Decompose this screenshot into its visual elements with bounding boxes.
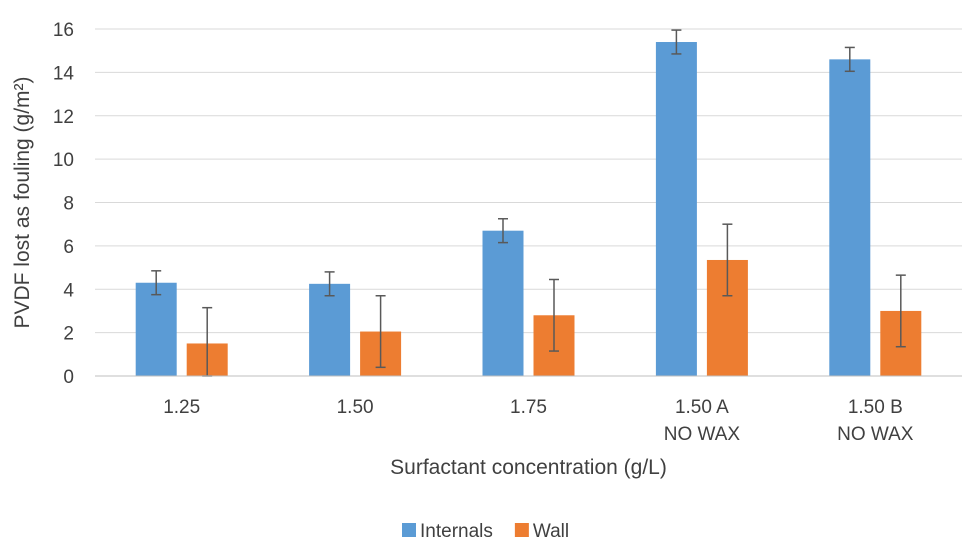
legend-item-wall: Wall (514, 521, 569, 542)
legend-swatch (402, 523, 416, 537)
y-tick-label: 14 (53, 63, 75, 84)
y-tick-label: 6 (63, 237, 74, 258)
x-tick-label: 1.75 (510, 397, 547, 418)
x-axis-title: Surfactant concentration (g/L) (390, 456, 667, 479)
error-bar-internals-4 (844, 46, 855, 73)
error-bar-internals-1 (324, 271, 335, 297)
error-bar-internals-3 (671, 29, 682, 55)
error-bar-wall-3 (722, 223, 733, 297)
error-bar-internals-0 (151, 270, 162, 296)
y-tick-label: 4 (63, 280, 74, 301)
bars (135, 42, 922, 377)
error-bar-wall-4 (895, 274, 906, 348)
y-tick-label: 12 (53, 107, 74, 128)
y-axis-ticks: 0 2 4 6 8 10 12 14 16 (53, 20, 75, 388)
legend-swatch (514, 523, 529, 537)
y-axis-title: PVDF lost as fouling (g/m²) (11, 76, 34, 328)
x-tick-label: 1.50 A (675, 397, 729, 418)
legend-label: Wall (533, 521, 569, 542)
y-tick-label: 16 (53, 20, 74, 41)
bar-internals-2 (482, 230, 524, 376)
error-bar-wall-1 (375, 295, 386, 369)
legend-item-internals: Internals (402, 521, 493, 542)
x-tick-label: 1.50 (337, 397, 374, 418)
y-tick-label: 0 (63, 367, 74, 388)
bar-internals-0 (135, 282, 177, 376)
x-tick-label: NO WAX (664, 424, 741, 445)
x-axis-ticks: 1.25 1.50 1.75 1.50 A NO WAX 1.50 B NO WAX (163, 397, 914, 445)
y-tick-label: 8 (63, 194, 74, 215)
bar-internals-4 (829, 59, 871, 377)
y-tick-label: 10 (53, 150, 74, 171)
x-tick-label: 1.25 (163, 397, 200, 418)
x-tick-label: 1.50 B (848, 397, 903, 418)
bar-internals-1 (309, 283, 351, 376)
error-bar-internals-2 (498, 218, 508, 244)
bar-internals-3 (655, 42, 697, 376)
error-bars (151, 29, 906, 377)
gridlines (95, 28, 962, 334)
error-bar-wall-2 (549, 278, 559, 352)
x-tick-label: NO WAX (837, 424, 914, 445)
legend: Internals Wall (402, 521, 569, 542)
y-tick-label: 2 (63, 324, 74, 345)
legend-label: Internals (420, 521, 493, 542)
